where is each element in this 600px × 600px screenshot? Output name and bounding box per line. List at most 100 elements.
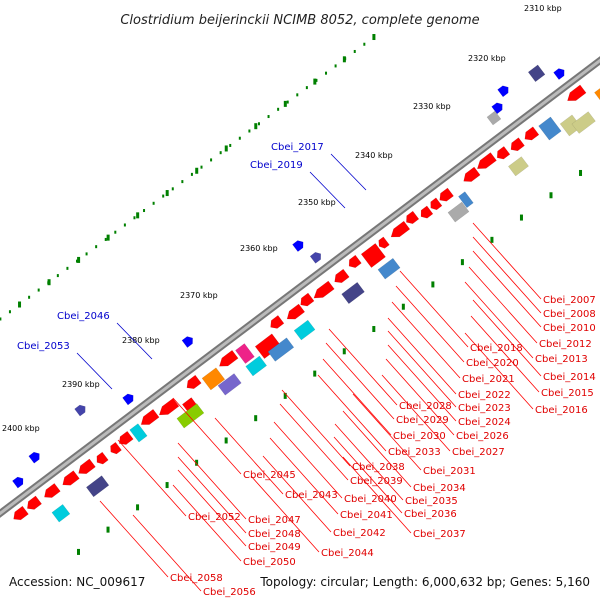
gene-block[interactable] (377, 257, 401, 280)
gene-arrow[interactable] (439, 187, 454, 202)
gene-label[interactable]: Cbei_2044 (321, 548, 374, 559)
gene-label[interactable]: Cbei_2019 (250, 160, 303, 171)
gene-label[interactable]: Cbei_2018 (470, 343, 523, 354)
gene-arrow[interactable] (74, 404, 86, 417)
gene-block[interactable] (458, 191, 474, 209)
gene-label[interactable]: Cbei_2049 (248, 542, 301, 553)
gene-arrow[interactable] (463, 166, 481, 182)
gene-label[interactable]: Cbei_2041 (340, 510, 393, 521)
gene-label[interactable]: Cbei_2031 (423, 466, 476, 477)
gene-block[interactable] (176, 403, 205, 429)
gene-arrow[interactable] (28, 451, 40, 464)
gene-arrow[interactable] (524, 126, 540, 141)
gene-label[interactable]: Cbei_2040 (344, 494, 397, 505)
gene-arrow[interactable] (406, 210, 420, 224)
gene-label[interactable]: Cbei_2010 (543, 323, 596, 334)
gene-label[interactable]: Cbei_2050 (243, 557, 296, 568)
gene-label[interactable]: Cbei_2047 (248, 515, 301, 526)
gene-label[interactable]: Cbei_2058 (170, 573, 223, 584)
gene-label[interactable]: Cbei_2053 (17, 341, 70, 352)
gene-label[interactable]: Cbei_2026 (456, 431, 509, 442)
gene-label[interactable]: Cbei_2008 (543, 309, 596, 320)
gene-arrow[interactable] (313, 280, 335, 299)
gene-label[interactable]: Cbei_2039 (350, 476, 403, 487)
gene-arrow[interactable] (497, 85, 509, 98)
gene-label[interactable]: Cbei_2023 (458, 403, 511, 414)
gene-arrow[interactable] (181, 336, 193, 348)
gene-arrow[interactable] (186, 374, 202, 390)
gene-label[interactable]: Cbei_2037 (413, 529, 466, 540)
gene-block[interactable] (360, 243, 386, 268)
gene-arrow[interactable] (430, 197, 443, 211)
gene-label[interactable]: Cbei_2030 (393, 431, 446, 442)
gene-arrow[interactable] (476, 152, 497, 169)
gene-label[interactable]: Cbei_2024 (458, 417, 511, 428)
gene-label[interactable]: Cbei_2022 (458, 390, 511, 401)
gene-label[interactable]: Cbei_2035 (405, 496, 458, 507)
gene-arrow[interactable] (62, 470, 80, 486)
gene-arrow[interactable] (27, 495, 43, 510)
gene-arrow[interactable] (122, 393, 134, 406)
gene-label[interactable]: Cbei_2034 (413, 483, 466, 494)
gene-arrow[interactable] (12, 476, 24, 489)
gene-block[interactable] (217, 373, 242, 396)
gene-arrow[interactable] (567, 84, 587, 101)
gene-label[interactable]: Cbei_2015 (541, 388, 594, 399)
gene-arrow[interactable] (390, 220, 411, 238)
gene-block[interactable] (85, 475, 110, 498)
gene-label[interactable]: Cbei_2048 (248, 529, 301, 540)
gene-arrow[interactable] (270, 315, 285, 329)
gene-block[interactable] (293, 319, 316, 341)
gene-block[interactable] (201, 367, 226, 391)
gene-label[interactable]: Cbei_2017 (271, 142, 324, 153)
gene-label[interactable]: Cbei_2014 (543, 372, 596, 383)
gene-arrow[interactable] (118, 430, 134, 445)
gene-label[interactable]: Cbei_2043 (285, 490, 338, 501)
gene-arrow[interactable] (553, 68, 565, 80)
gene-arrow[interactable] (44, 482, 61, 498)
gene-block[interactable] (129, 423, 148, 443)
gene-arrow[interactable] (491, 102, 503, 115)
gene-label[interactable]: Cbei_2046 (57, 311, 110, 322)
gene-arrow[interactable] (96, 451, 109, 465)
gene-label[interactable]: Cbei_2029 (396, 415, 449, 426)
gene-label[interactable]: Cbei_2016 (535, 405, 588, 416)
gene-block[interactable] (571, 111, 596, 134)
gene-block[interactable] (594, 83, 600, 106)
gene-label[interactable]: Cbei_2020 (466, 358, 519, 369)
gene-block[interactable] (235, 343, 255, 364)
gene-arrow[interactable] (334, 268, 350, 284)
gene-arrow[interactable] (110, 441, 122, 455)
gene-arrow[interactable] (78, 458, 96, 474)
gene-arrow[interactable] (140, 408, 160, 425)
gene-block[interactable] (267, 337, 295, 362)
gene-arrow[interactable] (292, 240, 304, 252)
gene-label[interactable]: Cbei_2027 (452, 447, 505, 458)
gene-arrow[interactable] (13, 505, 29, 521)
gene-block[interactable] (51, 503, 71, 523)
gene-arrow[interactable] (286, 303, 306, 320)
gene-block[interactable] (447, 201, 470, 223)
gene-arrow[interactable] (496, 146, 511, 160)
gene-label[interactable]: Cbei_2021 (462, 374, 515, 385)
gene-block[interactable] (486, 110, 502, 126)
gene-arrow[interactable] (300, 292, 315, 307)
gene-label[interactable]: Cbei_2036 (404, 509, 457, 520)
gene-label[interactable]: Cbei_2033 (388, 447, 441, 458)
gene-arrow[interactable] (420, 205, 434, 219)
gene-arrow[interactable] (378, 236, 390, 249)
gene-label[interactable]: Cbei_2013 (535, 354, 588, 365)
gene-block[interactable] (527, 64, 546, 83)
gene-label[interactable]: Cbei_2052 (188, 512, 241, 523)
gene-arrow[interactable] (309, 252, 322, 264)
gene-label[interactable]: Cbei_2028 (399, 401, 452, 412)
gene-label[interactable]: Cbei_2042 (333, 528, 386, 539)
gene-label[interactable]: Cbei_2045 (243, 470, 296, 481)
gene-block[interactable] (538, 116, 562, 141)
gene-arrow[interactable] (219, 349, 239, 367)
gene-arrow[interactable] (348, 254, 362, 268)
gene-label[interactable]: Cbei_2012 (539, 339, 592, 350)
gene-block[interactable] (507, 156, 529, 177)
gene-arrow[interactable] (510, 137, 525, 152)
gene-label[interactable]: Cbei_2007 (543, 295, 596, 306)
